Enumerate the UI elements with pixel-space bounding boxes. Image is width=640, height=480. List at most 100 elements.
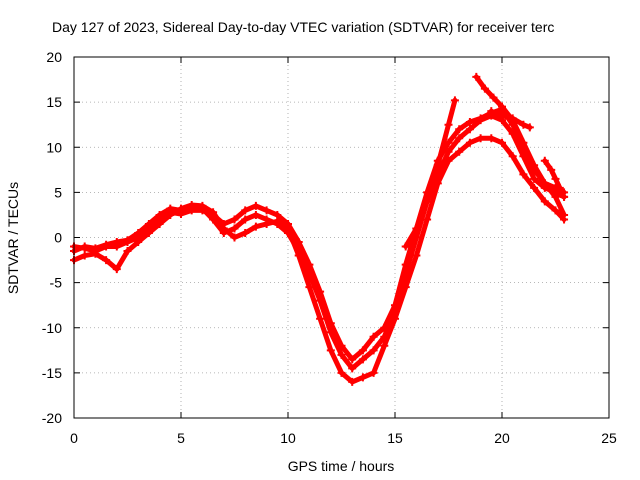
data-point	[540, 156, 549, 165]
data-point	[358, 373, 367, 382]
data-point	[412, 224, 421, 233]
x-tick-label: 5	[177, 430, 185, 446]
data-point	[369, 332, 378, 341]
data-point	[112, 265, 121, 274]
data-point	[337, 341, 346, 350]
data-point	[423, 197, 432, 206]
data-point	[251, 210, 260, 219]
data-point	[540, 179, 549, 188]
data-point	[337, 350, 346, 359]
data-point	[450, 96, 459, 105]
data-point	[465, 125, 474, 134]
data-point	[525, 123, 534, 132]
data-point	[530, 161, 539, 170]
x-tick-label: 15	[387, 430, 403, 446]
y-tick-label: 15	[46, 94, 62, 110]
data-point	[401, 242, 410, 251]
series-line	[473, 74, 567, 218]
data-point	[551, 174, 560, 183]
data-point	[219, 224, 228, 233]
data-point	[530, 183, 539, 192]
series-line	[71, 135, 567, 385]
data-point	[91, 249, 100, 258]
series-6	[487, 107, 534, 132]
y-tick-label: 5	[54, 184, 62, 200]
data-point	[465, 138, 474, 147]
data-point	[262, 206, 271, 215]
data-point	[294, 251, 303, 260]
data-point	[326, 319, 335, 328]
data-point	[251, 201, 260, 210]
y-axis-label: SDTVAR / TECUs	[5, 182, 21, 294]
data-point	[230, 233, 239, 242]
data-point	[80, 251, 89, 260]
data-point	[455, 147, 464, 156]
series-1	[70, 111, 569, 373]
data-point	[102, 256, 111, 265]
y-tick-label: 10	[46, 139, 62, 155]
data-point	[262, 219, 271, 228]
y-tick-label: 20	[46, 49, 62, 65]
y-tick-label: -15	[42, 365, 62, 381]
y-tick-label: 0	[54, 230, 62, 246]
data-point	[230, 215, 239, 224]
x-tick-label: 20	[494, 430, 510, 446]
series-3	[70, 134, 569, 386]
data-point	[358, 346, 367, 355]
grid-layer	[74, 57, 609, 418]
data-point	[498, 102, 506, 111]
data-point	[401, 260, 410, 269]
data-point	[547, 165, 556, 174]
data-point	[284, 224, 292, 233]
data-point	[423, 215, 432, 224]
data-point	[380, 323, 389, 332]
data-point	[123, 247, 132, 256]
data-point	[476, 134, 485, 143]
data-point	[508, 152, 517, 161]
data-point	[555, 183, 564, 192]
data-point	[187, 201, 196, 210]
data-point	[155, 219, 164, 228]
data-point	[316, 287, 325, 296]
data-point	[455, 134, 464, 143]
tick-layer: 0 5 10 15 20 25 -20 -15 -10 -5 0 5 10 15 20	[42, 49, 617, 446]
data-point	[134, 238, 143, 247]
data-point	[358, 355, 367, 364]
data-point	[551, 206, 560, 215]
data-point	[123, 238, 132, 247]
data-point	[177, 204, 185, 213]
data-point	[348, 377, 357, 386]
data-point	[337, 368, 346, 377]
data-point	[551, 192, 560, 201]
x-tick-label: 0	[70, 430, 78, 446]
data-point	[80, 244, 89, 253]
data-point	[305, 260, 314, 269]
data-point	[401, 283, 410, 292]
y-tick-label: -5	[50, 275, 63, 291]
data-point	[498, 111, 506, 120]
x-axis-label: GPS time / hours	[288, 458, 395, 474]
data-point	[480, 84, 489, 93]
series-line	[403, 97, 458, 250]
data-point	[508, 114, 517, 123]
data-point	[455, 125, 464, 134]
data-point	[198, 201, 207, 210]
data-point	[444, 120, 453, 129]
data-point	[348, 355, 357, 364]
data-point	[209, 208, 218, 217]
data-point	[391, 314, 399, 323]
x-tick-label: 25	[601, 430, 617, 446]
chart-title: Day 127 of 2023, Sidereal Day-to-day VTE…	[52, 19, 554, 35]
data-point	[444, 156, 453, 165]
data-point	[144, 228, 153, 237]
data-point	[230, 224, 239, 233]
data-point	[519, 170, 528, 179]
data-point	[316, 314, 325, 323]
data-point	[241, 228, 250, 237]
data-point	[487, 107, 496, 116]
data-point	[241, 206, 250, 215]
data-point	[166, 210, 175, 219]
data-point	[369, 368, 378, 377]
data-point	[519, 138, 528, 147]
